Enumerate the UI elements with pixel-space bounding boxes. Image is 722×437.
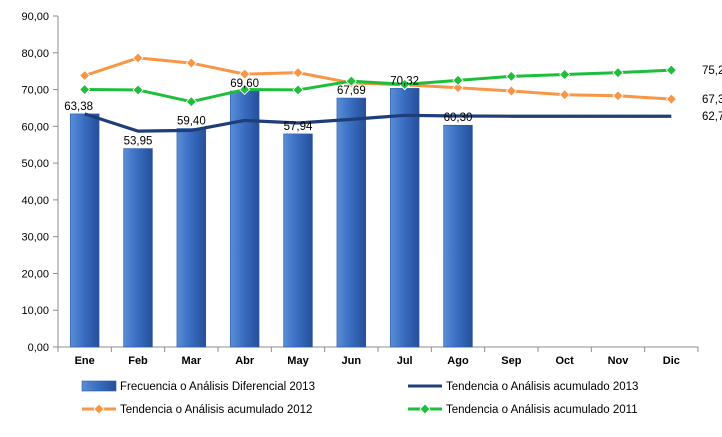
y-tick-label: 0,00 bbox=[28, 342, 49, 354]
data-point bbox=[399, 78, 411, 90]
y-tick-label: 20,00 bbox=[21, 268, 49, 280]
data-point bbox=[665, 93, 677, 105]
legend-label: Tendencia o Análisis acumulado 2011 bbox=[446, 404, 638, 416]
data-point bbox=[292, 67, 304, 79]
x-tick-label: May bbox=[287, 355, 309, 367]
x-tick-label: Mar bbox=[182, 355, 202, 367]
end-value-label: 75,29 bbox=[702, 65, 722, 77]
series-line bbox=[84, 112, 672, 133]
data-point bbox=[452, 82, 464, 94]
x-tick-label: Abr bbox=[235, 355, 255, 367]
bar-data-label: 59,40 bbox=[177, 116, 206, 128]
series-line bbox=[84, 68, 672, 104]
bar bbox=[283, 133, 313, 348]
end-value-label: 67,39 bbox=[702, 94, 722, 106]
data-point bbox=[559, 89, 571, 101]
bar-data-label: 67,69 bbox=[337, 85, 366, 97]
y-tick-label: 90,00 bbox=[21, 11, 49, 23]
legend-marker bbox=[93, 403, 105, 415]
legend-marker bbox=[419, 403, 431, 415]
end-value-label: 62,75 bbox=[702, 111, 722, 123]
x-tick-label: Jun bbox=[342, 355, 362, 367]
legend: Frecuencia o Análisis Diferencial 2013 Te… bbox=[81, 380, 638, 416]
bar bbox=[336, 97, 367, 348]
bar bbox=[443, 124, 473, 348]
y-tick-label: 30,00 bbox=[21, 232, 49, 244]
bar bbox=[123, 148, 153, 348]
bars bbox=[69, 88, 473, 348]
data-point bbox=[612, 90, 624, 102]
x-tick-label: Feb bbox=[128, 355, 148, 367]
bar bbox=[176, 128, 207, 348]
data-point bbox=[612, 67, 624, 79]
bar-data-label: 53,95 bbox=[124, 136, 153, 148]
bar-data-label: 57,94 bbox=[284, 121, 313, 133]
data-point bbox=[132, 84, 144, 96]
x-tick-label: Sep bbox=[501, 355, 521, 367]
data-labels: 62,75 67,39 75,29 63,38 53,95 59,40 69,60 57,94… bbox=[64, 65, 722, 147]
data-point bbox=[345, 75, 357, 87]
x-tick-label: Ene bbox=[75, 355, 95, 367]
x-tick-label: Nov bbox=[608, 355, 630, 367]
y-tick-label: 60,00 bbox=[21, 121, 49, 133]
bar bbox=[389, 88, 420, 348]
bar bbox=[69, 113, 100, 348]
bar-data-label: 60,30 bbox=[444, 112, 473, 124]
y-tick-label: 80,00 bbox=[21, 48, 49, 60]
data-point bbox=[239, 68, 251, 80]
bar-data-label: 70,32 bbox=[390, 75, 419, 87]
y-tick-label: 10,00 bbox=[21, 305, 49, 317]
series-line bbox=[84, 56, 672, 101]
data-point bbox=[505, 70, 517, 82]
legend-swatch bbox=[81, 380, 117, 392]
data-point bbox=[132, 52, 144, 64]
bar-data-label: 63,38 bbox=[64, 101, 93, 113]
y-tick-label: 70,00 bbox=[21, 85, 49, 97]
legend-label: Tendencia o Análisis acumulado 2013 bbox=[446, 381, 638, 393]
x-tick-label: Oct bbox=[555, 355, 574, 367]
series-lines bbox=[79, 52, 677, 133]
y-tick-label: 40,00 bbox=[21, 195, 49, 207]
data-point bbox=[292, 84, 304, 96]
data-point bbox=[665, 64, 677, 76]
bar-data-label: 69,60 bbox=[230, 78, 259, 90]
data-point bbox=[79, 83, 91, 96]
data-point bbox=[452, 74, 464, 86]
bar bbox=[229, 90, 260, 348]
y-tick-label: 50,00 bbox=[21, 158, 49, 170]
data-point bbox=[79, 70, 91, 82]
axes: 0,00 10,00 20,00 30,00 40,00 50,00 60,00 70,00 8… bbox=[21, 11, 699, 367]
data-point bbox=[239, 83, 251, 96]
data-point bbox=[505, 85, 517, 97]
x-tick-label: Ago bbox=[447, 355, 469, 367]
data-point bbox=[185, 96, 197, 108]
x-tick-label: Dic bbox=[663, 355, 680, 367]
data-point bbox=[185, 57, 197, 69]
data-point bbox=[559, 68, 571, 81]
legend-label: Tendencia o Análisis acumulado 2012 bbox=[120, 404, 312, 416]
x-tick-label: Jul bbox=[397, 355, 413, 367]
legend-label: Frecuencia o Análisis Diferencial 2013 bbox=[120, 381, 315, 393]
